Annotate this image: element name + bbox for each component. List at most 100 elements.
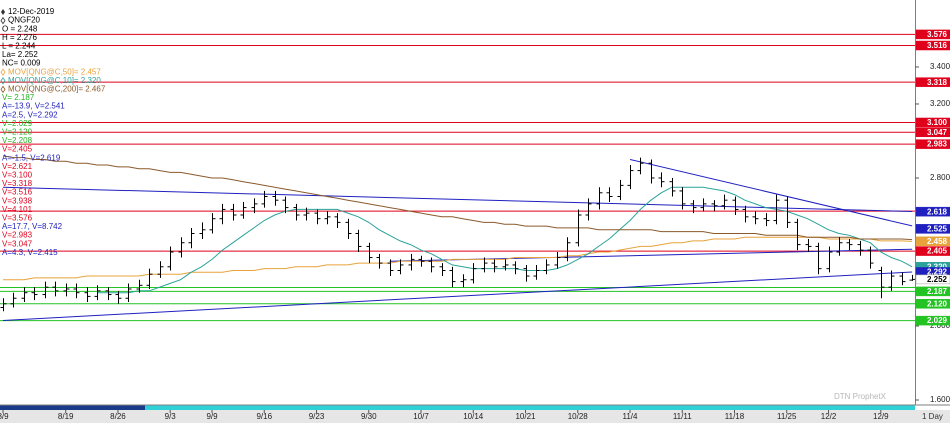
- x-tick-label: 9/23: [309, 412, 325, 421]
- legend-study: A=4.3, V=2.415: [2, 248, 58, 257]
- x-tick-label: 9/16: [256, 412, 272, 421]
- legend-icon: [1, 9, 5, 15]
- legend-study: A=-1.5, V=2.619: [2, 153, 61, 162]
- legend-study: A=2.5, V=2.292: [2, 110, 58, 119]
- price-tag: [915, 315, 950, 326]
- moving-average: [3, 236, 913, 281]
- y-tick-label: 3.200: [930, 99, 950, 108]
- price-tag: [915, 274, 950, 285]
- legend-quote: La= 2.252: [2, 50, 38, 59]
- price-tag-label: 2.120: [927, 299, 948, 308]
- price-tag-label: 2.292: [927, 268, 948, 277]
- legend-quote: O = 2.248: [2, 24, 38, 33]
- price-tag-label: 3.100: [927, 118, 948, 127]
- x-tick-label: 11/25: [777, 412, 797, 421]
- x-tick-label: 11/11: [673, 412, 692, 421]
- legend-study: A=17.7, V=8.742: [2, 222, 63, 231]
- price-tag: [915, 117, 950, 128]
- legend-quote: NC= 0.009: [2, 59, 41, 68]
- price-tag: [915, 206, 950, 217]
- scroll-strip: [145, 405, 915, 410]
- x-tick-label: 11/18: [725, 412, 745, 421]
- price-tag-label: 2.029: [927, 316, 948, 325]
- legend-quote: L = 2.244: [2, 42, 36, 51]
- legend-study: V=2.120: [2, 128, 33, 137]
- x-tick-label: 8/26: [110, 412, 126, 421]
- trendline: [2, 271, 913, 321]
- legend-study: V=4.101: [2, 205, 33, 214]
- price-tag: [915, 246, 950, 256]
- legend-study: V=3.516: [2, 188, 33, 197]
- price-tag: [915, 29, 950, 40]
- price-tag-label: 2.525: [927, 224, 948, 233]
- price-tag-label: 2.320: [927, 262, 948, 271]
- price-tag: [915, 40, 950, 51]
- price-tag-label: 3.576: [927, 30, 948, 39]
- price-tag-label: 2.983: [927, 140, 948, 149]
- trendline: [2, 186, 913, 212]
- plot-area: [0, 33, 915, 322]
- legend-date: 12-Dec-2019: [8, 7, 55, 16]
- legend-study: V=3.576: [2, 214, 33, 223]
- legend-icon: [0, 77, 6, 85]
- legend-quote: H = 2.276: [2, 33, 37, 42]
- x-tick-label: 9/3: [165, 412, 177, 421]
- price-tag: [915, 299, 950, 309]
- x-tick-label: 10/21: [515, 412, 536, 421]
- axes: 8/9 8/19 8/26 9/3 9/9 9/16 9/23 9/30 10/7 10/14 10…: [0, 29, 950, 421]
- legend-icon: [0, 85, 6, 94]
- price-tag-label: 3.318: [927, 78, 948, 87]
- price-tag-label: 2.458: [927, 237, 948, 246]
- price-tag-label: 2.618: [927, 207, 948, 216]
- x-tick-label: 9/9: [206, 412, 218, 421]
- y-tick-label: 1.600: [930, 395, 950, 404]
- x-tick-label: 10/28: [568, 412, 589, 421]
- price-tag: [915, 224, 950, 234]
- legend-study: V=2.029: [2, 119, 33, 128]
- legend-study: V=2.983: [2, 231, 33, 240]
- legend-study: V=3.938: [2, 196, 33, 205]
- legend-study: V= 2.187: [2, 93, 35, 102]
- x-tick-label: 10/7: [413, 412, 429, 421]
- legend-icon: [0, 68, 6, 76]
- x-tick-label: 8/19: [58, 412, 74, 421]
- y-tick-label: 3.400: [930, 62, 950, 71]
- time-axis: [0, 410, 950, 423]
- moving-average: [2, 155, 913, 241]
- price-tag: [915, 139, 950, 149]
- legend-entry: MOV[QNG@C,10]= 2.320: [8, 76, 101, 85]
- price-tag-label: 2.187: [927, 287, 948, 296]
- legend-study: V=3.318: [2, 179, 33, 188]
- legend-study: V=3.047: [2, 239, 33, 248]
- price-tag-label: 2.252: [927, 275, 948, 284]
- x-tick-label: 12/9: [873, 412, 889, 421]
- legend-study: V=2.621: [2, 162, 33, 171]
- legend-study: V=2.208: [2, 136, 33, 145]
- legend-entry: MOV[QNG@C,50]= 2.457: [8, 67, 101, 76]
- x-tick-label: 12/2: [821, 412, 837, 421]
- x-tick-label: 9/30: [361, 412, 377, 421]
- x-tick-label: 11/4: [623, 412, 639, 421]
- interval: 1 Day: [922, 412, 943, 421]
- price-tag: [915, 286, 950, 297]
- x-tick-label: 8/9: [0, 412, 9, 421]
- legend-entry: MOV[QNG@C,200]= 2.467: [8, 85, 106, 94]
- trendline: [629, 158, 913, 227]
- price-tag-label: 3.047: [927, 128, 948, 137]
- y-tick-label: 2.000: [930, 321, 950, 330]
- x-tick-label: 10/14: [463, 412, 484, 421]
- legend-study: V=2.405: [2, 145, 33, 154]
- price-tag: [915, 77, 950, 87]
- legend-study: A=-13.9, V=2.541: [2, 102, 65, 111]
- legend-symbol: QNGF20: [8, 16, 41, 25]
- y-tick-label: 2.800: [930, 173, 950, 182]
- price-tag: [915, 127, 950, 138]
- scroll-strip: [0, 405, 145, 410]
- legend-icon: [0, 16, 6, 25]
- price-tag-label: 3.516: [927, 41, 948, 50]
- watermark: DTN ProphetX: [834, 392, 887, 401]
- price-tag: [915, 236, 950, 247]
- legend-study: V=3.100: [2, 171, 33, 180]
